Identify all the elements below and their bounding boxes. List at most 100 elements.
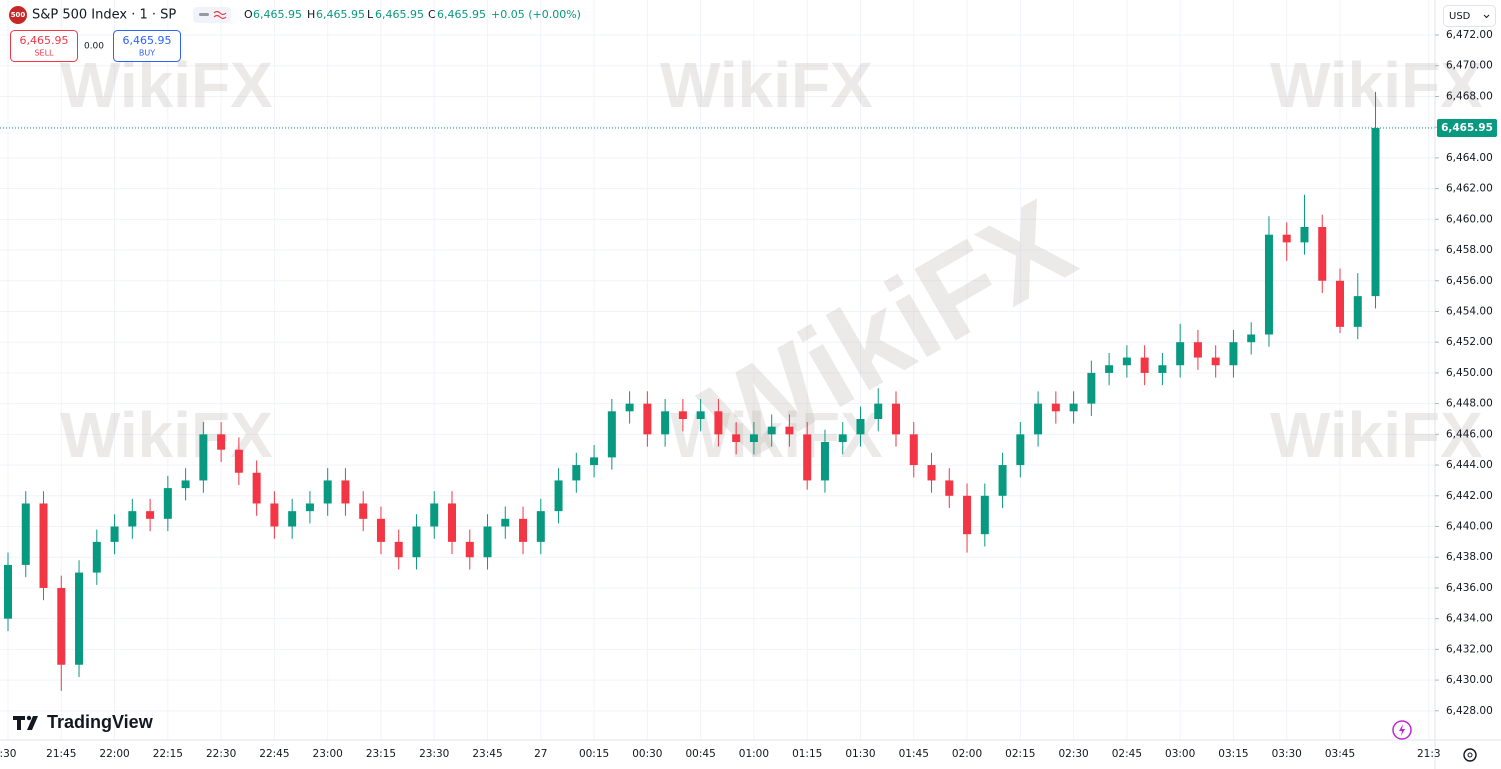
candle-body bbox=[874, 403, 883, 419]
x-tick-label: 00:30 bbox=[632, 748, 662, 760]
candle-body bbox=[1318, 227, 1327, 281]
currency: USD bbox=[1449, 11, 1471, 22]
y-tick-label: 6,438.00 bbox=[1446, 551, 1493, 563]
candle-body bbox=[163, 488, 172, 519]
y-tick-label: 6,432.00 bbox=[1446, 643, 1493, 655]
buy-button[interactable] bbox=[113, 30, 181, 62]
candle-body bbox=[820, 442, 829, 481]
icon bbox=[1467, 752, 1473, 758]
x-tick-label: 03:00 bbox=[1165, 748, 1195, 760]
ohlc-value: 6,465.95 bbox=[316, 8, 365, 21]
candle-body bbox=[785, 426, 794, 435]
candle-body bbox=[92, 541, 101, 573]
watermark: WikiFX bbox=[660, 49, 873, 121]
candle-body bbox=[128, 511, 137, 527]
ohlc-label: C bbox=[428, 8, 436, 21]
candle-body bbox=[199, 434, 208, 481]
x-tick-label: 01:30 bbox=[845, 748, 875, 760]
y-tick-label: 6,462.00 bbox=[1446, 183, 1493, 195]
candle-body bbox=[323, 480, 332, 504]
y-tick-label: 6,458.00 bbox=[1446, 244, 1493, 256]
candle-body bbox=[1229, 342, 1238, 366]
brand-logo bbox=[26, 715, 32, 721]
candle-body bbox=[1140, 357, 1149, 373]
watermark: WikiFX bbox=[1270, 49, 1483, 121]
candle-body bbox=[1176, 342, 1185, 366]
candle-body bbox=[110, 526, 119, 542]
candle-body bbox=[909, 434, 918, 466]
candle-body bbox=[732, 434, 741, 443]
candle-body bbox=[1051, 403, 1060, 412]
x-tick-label: 01:15 bbox=[792, 748, 822, 760]
y-tick-label: 6,450.00 bbox=[1446, 367, 1493, 379]
candle-body bbox=[1158, 365, 1167, 373]
icon bbox=[1483, 14, 1490, 19]
candle-body bbox=[998, 465, 1007, 496]
candle-body bbox=[1247, 334, 1256, 343]
x-tick-label: :30 bbox=[0, 748, 16, 760]
x-tick-label: 23:30 bbox=[419, 748, 449, 760]
y-tick-label: 6,472.00 bbox=[1446, 29, 1493, 41]
candle-body bbox=[376, 518, 385, 542]
candle-body bbox=[643, 403, 652, 435]
candle-body bbox=[661, 411, 670, 435]
y-tick-label: 6,440.00 bbox=[1446, 521, 1493, 533]
spread: 0.00 bbox=[84, 42, 104, 52]
change: +0.05 (+0.00%) bbox=[491, 8, 581, 21]
candle-body bbox=[678, 411, 687, 419]
last-price-badge bbox=[1437, 118, 1497, 137]
chart-title[interactable]: S&P 500 Index · 1 · SP bbox=[32, 8, 176, 23]
currency-button[interactable] bbox=[1443, 5, 1496, 27]
x-tick-label: 22:00 bbox=[99, 748, 129, 760]
candle-body bbox=[359, 503, 368, 519]
y-tick-label: 6,448.00 bbox=[1446, 398, 1493, 410]
candle-body bbox=[945, 480, 954, 496]
indicator-toggle[interactable] bbox=[193, 7, 231, 23]
x-tick-label: 02:15 bbox=[1005, 748, 1035, 760]
settings-icon[interactable] bbox=[1463, 748, 1477, 762]
candle-body bbox=[980, 495, 989, 535]
candle-body bbox=[927, 465, 936, 481]
candle-body bbox=[448, 503, 456, 542]
candle-body bbox=[749, 434, 758, 443]
sell-label: SELL bbox=[34, 49, 54, 58]
y-tick-label: 6,468.00 bbox=[1446, 90, 1493, 102]
candle-body bbox=[394, 541, 403, 558]
candle-body bbox=[572, 465, 581, 481]
ohlc-label: L bbox=[367, 8, 374, 21]
candle-body bbox=[519, 518, 528, 542]
symbol-badge: 500 bbox=[11, 11, 26, 19]
x-tick-label: 27 bbox=[534, 748, 547, 760]
candle-body bbox=[57, 587, 66, 665]
x-tick-label: 23:15 bbox=[366, 748, 396, 760]
candle-body bbox=[430, 503, 439, 527]
candle-body bbox=[1069, 403, 1078, 412]
x-tick-label: 03:15 bbox=[1218, 748, 1248, 760]
candle-body bbox=[501, 518, 510, 527]
y-tick-label: 6,460.00 bbox=[1446, 213, 1493, 225]
candle-body bbox=[181, 480, 190, 489]
ohlc-value: 6,465.95 bbox=[253, 8, 302, 21]
candle-body bbox=[625, 403, 634, 412]
candle-body bbox=[341, 480, 350, 504]
candle-body bbox=[803, 434, 812, 481]
x-tick-label: 21:3 bbox=[1417, 748, 1441, 760]
candle-body bbox=[1371, 127, 1380, 297]
y-tick-label: 6,444.00 bbox=[1446, 459, 1493, 471]
candle-body bbox=[536, 511, 545, 542]
y-tick-label: 6,434.00 bbox=[1446, 613, 1493, 625]
brand-logo bbox=[13, 716, 38, 730]
candle-body bbox=[1105, 365, 1114, 373]
symbol-icon[interactable] bbox=[9, 6, 27, 24]
sell-button[interactable] bbox=[10, 30, 78, 62]
candle-body bbox=[217, 434, 226, 450]
y-tick-label: 6,446.00 bbox=[1446, 428, 1493, 440]
x-tick-label: 22:15 bbox=[153, 748, 183, 760]
brand[interactable]: TradingView bbox=[47, 712, 154, 732]
ohlc-label: H bbox=[307, 8, 315, 21]
y-tick-label: 6,464.00 bbox=[1446, 152, 1493, 164]
candle-body bbox=[963, 495, 972, 535]
last-price-label: 6,465.95 bbox=[1441, 122, 1493, 134]
x-tick-label: 23:45 bbox=[472, 748, 502, 760]
